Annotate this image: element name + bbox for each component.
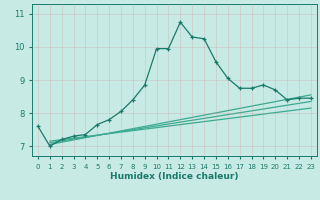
X-axis label: Humidex (Indice chaleur): Humidex (Indice chaleur)	[110, 172, 239, 181]
